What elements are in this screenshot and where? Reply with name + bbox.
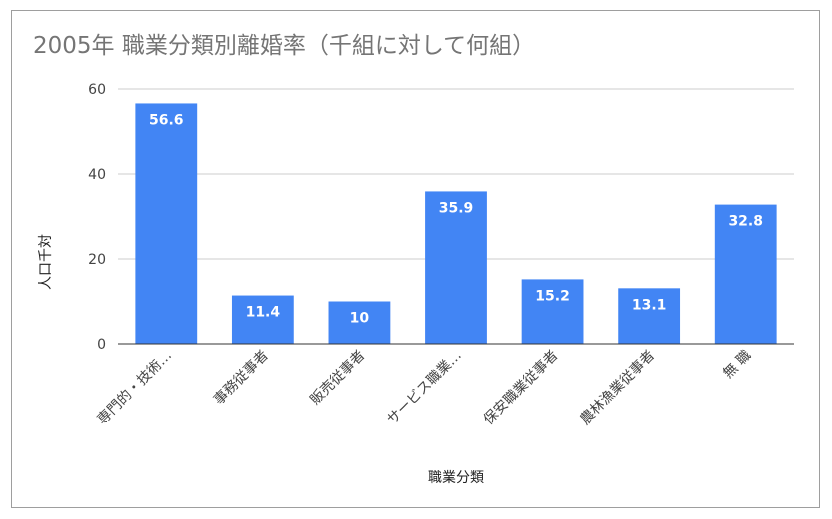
- bar-value-label: 35.9: [439, 200, 474, 216]
- bar-6: [714, 204, 777, 344]
- y-tick-label: 60: [88, 82, 106, 98]
- bar-4: [521, 279, 584, 344]
- bar-5: [618, 288, 681, 344]
- bar-2: [328, 301, 391, 344]
- bar-1: [231, 295, 294, 344]
- y-axis-ticks: 0 20 40 60: [88, 82, 106, 353]
- x-tick-label: 農林漁業従事者: [577, 348, 658, 429]
- bar-value-label: 10: [350, 311, 370, 327]
- bars: 56.6 11.4 10 35.9 15.2 13.1 32.8: [135, 103, 777, 344]
- x-tick-label: サービス職業…: [384, 348, 465, 429]
- y-tick-label: 0: [97, 337, 106, 353]
- y-axis-label: 人口千対: [38, 234, 54, 290]
- x-axis-ticks: 専門的・技術… 事務従事者 販売従事者 サービス職業… 保安職業従事者 農林漁業従事者 無 …: [95, 348, 755, 429]
- bar-value-label: 56.6: [149, 112, 184, 128]
- bar-0: [135, 103, 198, 344]
- bar-value-label: 11.4: [246, 305, 281, 321]
- x-tick-label: 保安職業従事者: [481, 348, 562, 429]
- bar-value-label: 13.1: [632, 297, 667, 313]
- chart-title: 2005年 職業分類別離婚率（千組に対して何組）: [33, 33, 535, 59]
- bar-3: [425, 191, 487, 344]
- bar-value-label: 15.2: [535, 288, 570, 304]
- x-axis-label: 職業分類: [428, 470, 484, 486]
- x-tick-label: 事務従事者: [211, 348, 272, 409]
- bar-value-label: 32.8: [728, 214, 763, 230]
- y-tick-label: 40: [88, 167, 106, 183]
- y-tick-label: 20: [88, 252, 106, 268]
- x-tick-label: 無 職: [720, 348, 754, 382]
- x-tick-label: 専門的・技術…: [95, 348, 176, 429]
- x-tick-label: 販売従事者: [307, 348, 368, 409]
